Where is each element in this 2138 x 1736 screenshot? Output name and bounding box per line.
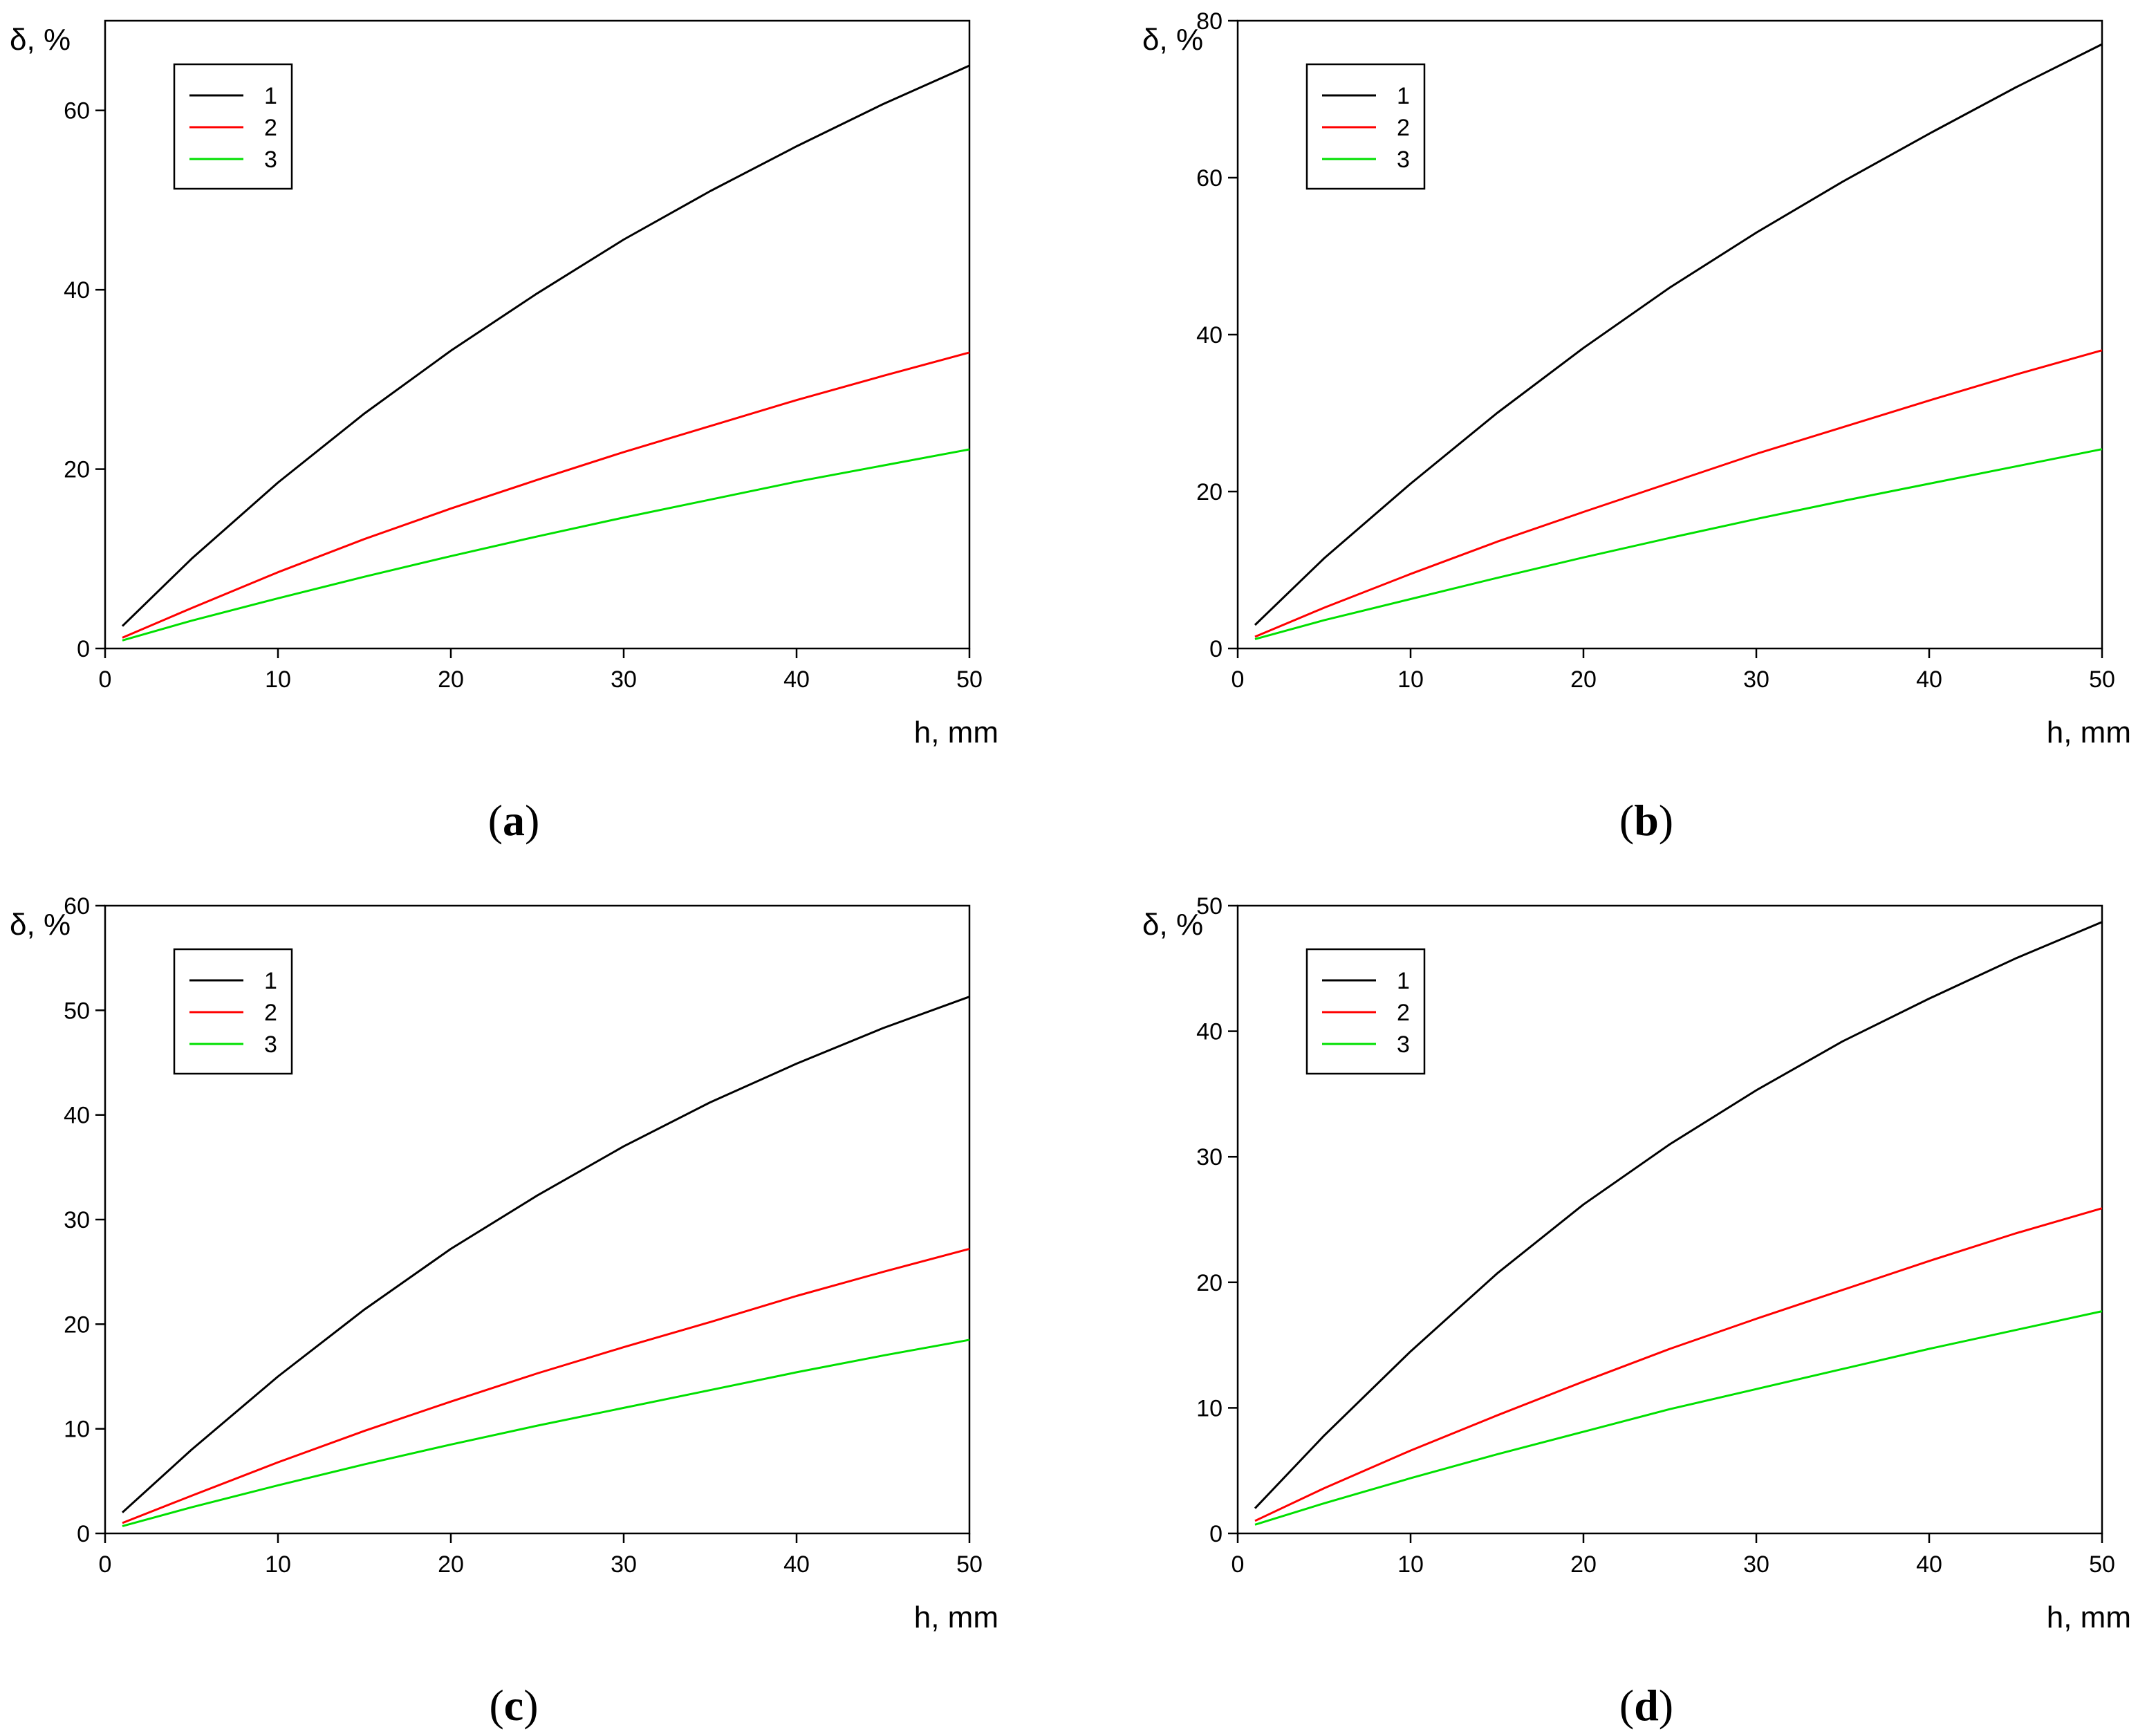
legend: 1 2 3 (173, 948, 293, 1075)
x-tick-label: 0 (1231, 1551, 1245, 1578)
y-tick-label: 60 (64, 98, 90, 124)
y-axis-label: δ, % (10, 23, 71, 57)
y-tick-label: 0 (1209, 1521, 1223, 1547)
x-tick-label: 20 (1570, 666, 1597, 693)
y-tick-label: 40 (64, 1103, 90, 1129)
x-axis-label: h, mm (914, 716, 998, 749)
x-tick-label: 10 (265, 666, 291, 693)
y-tick-label: 50 (64, 998, 90, 1024)
series-line-1 (1254, 43, 2103, 626)
x-tick-label: 40 (783, 1551, 810, 1578)
x-tick-label: 20 (438, 666, 464, 693)
chart-panel-a: 0 10 20 30 40 50 0 20 40 60 δ, % h, mm 1 2 3 (a) (10, 19, 998, 845)
panel-label: (d) (1619, 1681, 1673, 1730)
x-tick-label: 10 (1397, 666, 1424, 693)
y-axis-label: δ, % (1142, 908, 1203, 942)
x-tick-label: 30 (1743, 1551, 1769, 1578)
legend-label-2: 2 (264, 115, 277, 141)
series-line-1 (1254, 921, 2103, 1509)
x-axis-label: h, mm (2047, 716, 2131, 749)
series-line-2 (122, 1247, 970, 1524)
x-tick-label: 10 (265, 1551, 291, 1578)
x-axis-label: h, mm (2047, 1600, 2131, 1634)
legend: 1 2 3 (173, 63, 293, 190)
x-tick-label: 50 (956, 666, 983, 693)
legend-label-3: 3 (1397, 1032, 1410, 1058)
y-tick-label: 10 (1196, 1395, 1223, 1421)
y-axis-label: δ, % (1142, 23, 1203, 57)
y-tick-label: 60 (1196, 165, 1223, 192)
y-tick-label: 20 (1196, 1270, 1223, 1296)
series-line-1 (121, 996, 970, 1513)
legend-label-1: 1 (264, 83, 277, 109)
y-tick-label: 20 (64, 1312, 90, 1338)
y-tick-label: 30 (64, 1207, 90, 1233)
series-line-3 (122, 1338, 970, 1527)
plot-frame (104, 19, 971, 650)
legend-label-1: 1 (264, 968, 277, 994)
x-tick-label: 30 (1743, 666, 1769, 693)
x-tick-label: 40 (783, 666, 810, 693)
x-tick-label: 30 (611, 1551, 637, 1578)
legend-label-1: 1 (1397, 83, 1410, 109)
y-tick-label: 0 (77, 1521, 90, 1547)
x-axis-label: h, mm (914, 1600, 998, 1634)
y-tick-label: 40 (64, 277, 90, 304)
series-line-2 (1254, 1207, 2103, 1522)
series-line-3 (1254, 1310, 2103, 1526)
x-tick-label: 0 (1231, 666, 1245, 693)
chart-panel-b: 0 10 20 30 40 50 0 20 40 60 80δ, % h, mm 1 2 3 (b) (1142, 8, 2131, 845)
legend-label-3: 3 (264, 147, 277, 173)
x-tick-label: 40 (1916, 1551, 1942, 1578)
y-tick-label: 80 (1196, 8, 1223, 35)
legend-label-3: 3 (264, 1032, 277, 1058)
x-tick-label: 50 (2089, 1551, 2115, 1578)
chart-panel-c: 0 10 20 30 40 50 0 10 20 30 40 50 60δ, % h, mm 1 2 3 (c) (10, 893, 998, 1730)
x-tick-label: 20 (438, 1551, 464, 1578)
legend-label-2: 2 (264, 1000, 277, 1026)
series-line-1 (121, 64, 970, 627)
legend-label-3: 3 (1397, 147, 1410, 173)
legend: 1 2 3 (1305, 948, 1426, 1075)
y-tick-label: 50 (1196, 893, 1223, 920)
x-tick-label: 10 (1397, 1551, 1424, 1578)
legend: 1 2 3 (1305, 63, 1426, 190)
x-tick-label: 40 (1916, 666, 1942, 693)
series-line-2 (1254, 349, 2103, 638)
panel-label: (a) (488, 796, 540, 845)
y-tick-label: 60 (64, 893, 90, 920)
y-tick-label: 40 (1196, 322, 1223, 348)
y-tick-label: 30 (1196, 1144, 1223, 1170)
y-tick-label: 10 (64, 1417, 90, 1443)
legend-label-2: 2 (1397, 115, 1410, 141)
panel-label: (b) (1619, 796, 1673, 845)
y-tick-label: 20 (64, 457, 90, 483)
series-line-2 (122, 351, 970, 639)
y-axis-label: δ, % (10, 908, 71, 942)
x-tick-label: 0 (99, 666, 112, 693)
y-tick-label: 0 (77, 636, 90, 662)
x-tick-label: 50 (2089, 666, 2115, 693)
series-line-3 (122, 448, 970, 642)
legend-label-1: 1 (1397, 968, 1410, 994)
x-tick-label: 20 (1570, 1551, 1597, 1578)
y-tick-label: 0 (1209, 636, 1223, 662)
legend-label-2: 2 (1397, 1000, 1410, 1026)
x-tick-label: 30 (611, 666, 637, 693)
y-tick-label: 40 (1196, 1019, 1223, 1045)
plot-frame (1236, 904, 2103, 1535)
x-tick-label: 50 (956, 1551, 983, 1578)
x-tick-label: 0 (99, 1551, 112, 1578)
series-line-3 (1254, 448, 2103, 640)
y-tick-label: 20 (1196, 479, 1223, 505)
panel-label: (c) (489, 1681, 538, 1730)
